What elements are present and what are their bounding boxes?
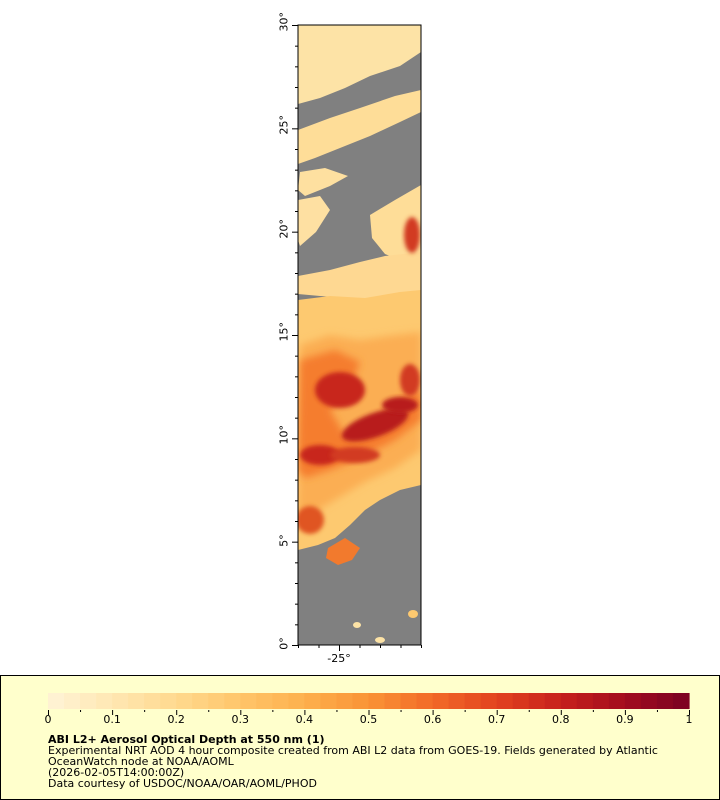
colorbar-swatch — [192, 693, 209, 709]
colorbar-swatch — [112, 693, 129, 709]
colorbar-swatch — [48, 693, 65, 709]
colorbar-swatch — [80, 693, 97, 709]
colorbar-swatch — [464, 693, 482, 709]
legend-panel: 0 0.1 0.2 0.3 0.4 0.5 0.6 0.7 0.8 0.9 1 — [0, 675, 720, 800]
colorbar-swatch — [96, 693, 113, 709]
aod-speck-1 — [408, 610, 418, 618]
caption-line-2: OceanWatch node at NOAA/AOML — [48, 755, 234, 768]
colorbar-tick-label: 0.6 — [423, 713, 442, 726]
colorbar-swatch — [368, 693, 386, 709]
colorbar-swatch — [304, 693, 322, 709]
aod-core-6 — [400, 364, 420, 396]
aod-core-5 — [330, 447, 380, 463]
colorbar-swatch — [608, 693, 626, 709]
colorbar-tick-label: 0.9 — [616, 713, 634, 726]
colorbar-tick-label: 0.5 — [359, 713, 378, 726]
colorbar-swatch — [352, 693, 370, 709]
aod-core-4 — [300, 445, 340, 465]
colorbar-swatch — [512, 693, 530, 709]
lat-tick-label: 5° — [277, 533, 291, 547]
aod-speck-3 — [375, 637, 385, 643]
colorbar-swatch — [208, 693, 225, 709]
colorbar-swatch — [560, 693, 578, 709]
colorbar-swatch — [416, 693, 434, 709]
colorbar-tick-label: 0 — [44, 713, 52, 726]
lat-tick-label: 25° — [277, 115, 291, 135]
aod-core-8 — [298, 506, 324, 534]
colorbar-swatch — [240, 693, 257, 709]
colorbar-swatch — [64, 693, 81, 709]
aod-core-1 — [315, 372, 365, 408]
aod-core-7 — [404, 217, 420, 253]
colorbar-swatch — [224, 693, 241, 709]
colorbar-swatch — [256, 693, 273, 709]
colorbar-swatch — [672, 693, 690, 709]
lon-tick-label: -25° — [327, 652, 351, 665]
map-title: ABI L2+ Aerosol Optical Depth at 550 nm … — [48, 733, 325, 746]
aod-region-middle-band — [298, 252, 421, 300]
colorbar-swatch — [336, 693, 354, 709]
colorbar-swatch — [272, 693, 289, 709]
colorbar-swatch — [624, 693, 642, 709]
colorbar-swatch — [288, 693, 305, 709]
colorbar-swatch — [176, 693, 193, 709]
colorbar-swatch — [384, 693, 402, 709]
lat-tick-label: 30° — [277, 12, 291, 32]
caption-line-4: Data courtesy of USDOC/NOAA/OAR/AOML/PHO… — [48, 777, 317, 790]
colorbar-swatch — [320, 693, 338, 709]
colorbar-swatch — [448, 693, 466, 709]
caption-line-3: (2026-02-05T14:00:00Z) — [48, 766, 185, 779]
lat-tick-label: 15° — [277, 322, 291, 342]
colorbar — [48, 693, 690, 715]
colorbar-tick-label: 0.8 — [552, 713, 570, 726]
colorbar-tick-label: 1 — [685, 713, 693, 726]
colorbar-tick-label: 0.3 — [231, 713, 250, 726]
colorbar-swatch — [640, 693, 658, 709]
aod-core-3 — [382, 397, 418, 413]
aod-map — [292, 24, 422, 651]
colorbar-swatch — [496, 693, 514, 709]
colorbar-swatch — [160, 693, 177, 709]
colorbar-swatch — [144, 693, 161, 709]
axis-ticks — [292, 25, 422, 651]
colorbar-swatch — [400, 693, 418, 709]
aod-region-south-patch — [326, 538, 360, 565]
colorbar-tick-label: 0.4 — [295, 713, 314, 726]
aod-field — [298, 25, 421, 645]
colorbar-swatch — [656, 693, 674, 709]
aod-region-north-top — [298, 25, 421, 104]
colorbar-swatch — [432, 693, 450, 709]
colorbar-swatch — [544, 693, 562, 709]
colorbar-tick-label: 0.7 — [487, 713, 506, 726]
colorbar-tick-label: 0.1 — [103, 713, 121, 726]
aod-core-2 — [341, 408, 409, 442]
lat-tick-label: 20° — [277, 218, 291, 239]
aod-region-north-patch — [298, 168, 348, 196]
aod-speck-2 — [353, 622, 361, 628]
aod-region-north-band — [298, 90, 421, 164]
colorbar-swatch — [128, 693, 145, 709]
colorbar-tick-label: 0.2 — [167, 713, 185, 726]
caption-line-1: Experimental NRT AOD 4 hour composite cr… — [48, 744, 658, 757]
colorbar-swatch — [592, 693, 610, 709]
colorbar-swatch — [480, 693, 498, 709]
aod-region-west-patch — [298, 196, 330, 246]
colorbar-swatch — [528, 693, 546, 709]
lat-tick-label: 10° — [277, 425, 291, 445]
colorbar-swatch — [576, 693, 594, 709]
lat-tick-label: 0° — [277, 637, 291, 650]
